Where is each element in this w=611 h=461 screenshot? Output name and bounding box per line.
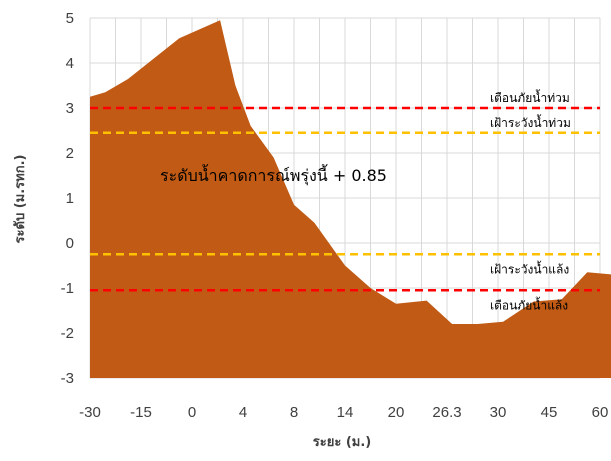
x-tick-label: 26.3 [432,404,461,421]
reference-label-flood_warning: เตือนภัยน้ำท่วม [490,89,570,105]
x-axis-title: ระยะ (ม.) [313,435,371,450]
x-tick-label: 60 [592,404,609,421]
y-tick-label: 1 [66,190,74,207]
x-tick-label: 20 [388,404,405,421]
y-tick-label: 3 [66,100,74,117]
y-tick-label: -1 [61,280,74,297]
axis-ticks: 5 4 3 2 1 0 -1 -2 -3 -30 -15 0 4 8 14 20 26.3 30 45 60 [61,10,609,421]
x-tick-label: 0 [188,404,196,421]
x-tick-label: 30 [490,404,507,421]
reference-lines: เตือนภัยน้ำท่วมเฝ้าระวังน้ำท่วมเฝ้าระวัง… [90,89,600,312]
y-tick-label: 2 [66,145,74,162]
y-tick-label: 4 [66,55,74,72]
x-tick-label: -30 [79,404,101,421]
reference-label-drought_warning: เตือนภัยน้ำแล้ง [490,296,568,312]
y-tick-label: -2 [61,325,74,342]
forecast-level-label: ระดับน้ำคาดการณ์พรุ่งนี้ + 0.85 [160,164,387,186]
y-tick-label: 5 [66,10,74,27]
x-tick-label: 14 [337,404,354,421]
y-tick-label: -3 [61,370,74,387]
x-tick-label: 8 [290,404,298,421]
reference-label-flood_watch: เฝ้าระวังน้ำท่วม [490,114,571,130]
x-tick-label: -15 [130,404,152,421]
y-axis-title: ระดับ (ม.รทก.) [13,155,28,244]
x-tick-label: 45 [541,404,558,421]
x-tick-label: 4 [239,404,247,421]
reference-label-drought_watch: เฝ้าระวังน้ำแล้ง [490,260,569,276]
terrain-layer [90,20,611,378]
terrain-area [90,20,611,378]
y-tick-label: 0 [66,235,74,252]
